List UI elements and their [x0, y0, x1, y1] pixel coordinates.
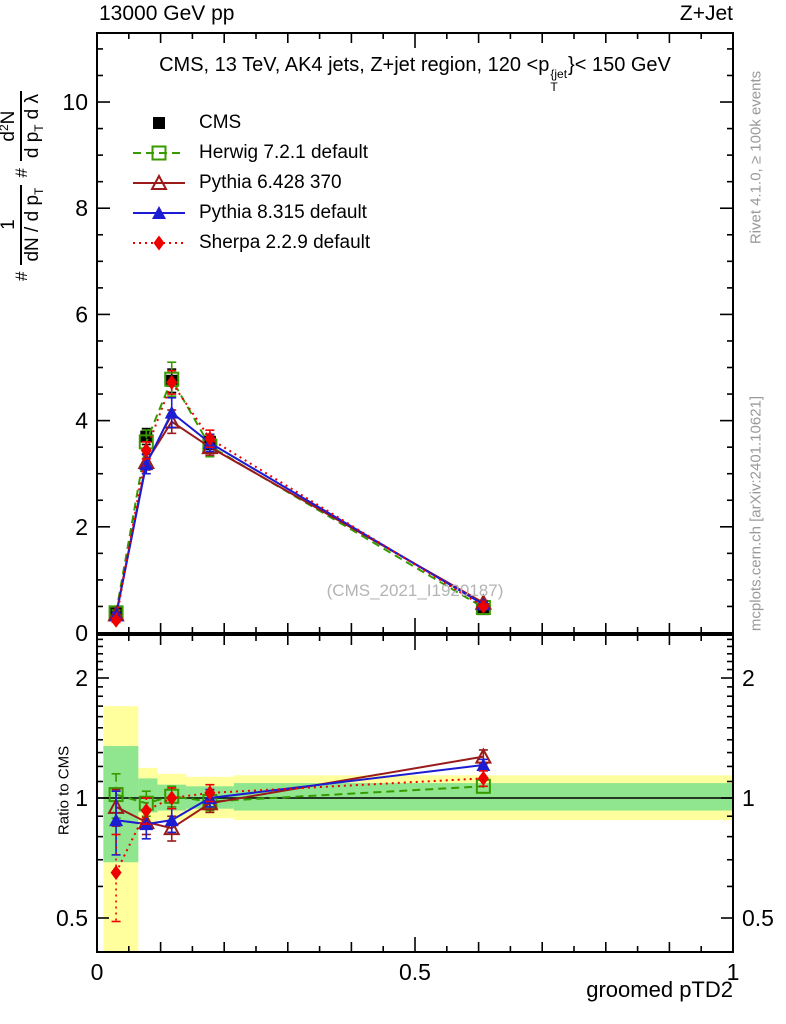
green-band-bin1: [103, 746, 139, 863]
ylabel-frac2-num: d2N: [0, 108, 20, 145]
tick-label: 0.5: [56, 905, 88, 931]
header-beam-energy: 13000 GeV pp: [99, 2, 235, 25]
legend: CMS Herwig 7.2.1 default Pythia 6.428 37…: [131, 108, 370, 258]
legend-item-sherpa: Sherpa 2.2.9 default: [131, 228, 370, 258]
legend-label-pythia6: Pythia 6.428 370: [199, 172, 342, 193]
legend-item-pythia6: Pythia 6.428 370: [131, 168, 370, 198]
ylabel-frac1-den: dN / d pT: [19, 184, 47, 265]
legend-marker-cms: [153, 117, 165, 129]
ylabel-frac1-num: 1: [0, 216, 20, 233]
ylabel-frac2-den: d pTd λ: [19, 91, 47, 162]
tick-label: 2: [75, 665, 88, 691]
tick-label: 0.5: [399, 959, 431, 985]
axis-ticks: [96, 33, 734, 952]
x-axis-label: groomed pTD2: [586, 977, 733, 1002]
tick-label: 6: [75, 301, 88, 327]
main-y-axis-label: # 1 dN / d pT # d2N d pTd λ: [0, 36, 47, 336]
tick-label: 4: [75, 408, 88, 434]
legend-label-pythia8: Pythia 8.315 default: [199, 202, 367, 223]
ylabel-frac2-num-sup: 2: [0, 124, 11, 131]
tick-label: 2: [742, 665, 755, 691]
tick-label: 0: [91, 959, 104, 985]
ylabel-frac2-num-b: N: [0, 111, 19, 125]
header-process: Z+Jet: [679, 2, 733, 25]
panel-title: CMS, 13 TeV, AK4 jets, Z+jet region, 120…: [97, 54, 733, 93]
tick-label: 10: [62, 89, 88, 115]
panel-title-sub: T: [550, 79, 558, 94]
ylabel-frac1-den-sub: T: [31, 187, 46, 195]
legend-label-cms: CMS: [199, 112, 242, 133]
panel-title-text2: }< 150 GeV: [568, 54, 671, 76]
legend-marker-herwig: [133, 145, 185, 161]
ylabel-frac1-den-text: dN / d p: [21, 194, 43, 262]
tick-label: 2: [75, 514, 88, 540]
ylabel-frac2-den-sub: T: [31, 124, 46, 132]
axis-tick-labels: 0 2 4 6 8 10 0.5 0.5 1 1 2 2 0 0.5 1: [56, 89, 774, 985]
ratio-series-pythia-8-315-default: [109, 757, 491, 856]
main-series-sherpa-2-2-9-default: [110, 369, 489, 628]
ylabel-frac2-num-a: d: [0, 131, 19, 142]
legend-marker-sherpa: [133, 235, 185, 251]
ylabel-hash-1: #: [12, 271, 31, 281]
legend-marker-pythia8: [133, 206, 185, 219]
ylabel-fraction-1: 1 dN / d pT: [0, 184, 47, 265]
ylabel-hash-2: #: [12, 168, 31, 178]
panel-title-sup: {jet: [550, 67, 568, 81]
panel-title-text: CMS, 13 TeV, AK4 jets, Z+jet region, 120…: [159, 54, 550, 76]
legend-item-pythia8: Pythia 8.315 default: [131, 198, 370, 228]
legend-marker-pythia6: [133, 173, 185, 190]
tick-label: 0: [75, 620, 88, 646]
tick-label: 1: [727, 959, 740, 985]
tick-label: 8: [75, 195, 88, 221]
tick-label: 1: [742, 785, 755, 811]
legend-label-sherpa: Sherpa 2.2.9 default: [199, 232, 371, 253]
ratio-y-axis-label: Ratio to CMS: [55, 745, 73, 836]
ratio-series-sherpa-2-2-9-default: [110, 770, 489, 923]
ylabel-frac2-den-a: d p: [21, 131, 43, 159]
legend-item-cms: CMS: [131, 108, 370, 138]
legend-item-herwig: Herwig 7.2.1 default: [131, 138, 370, 168]
ylabel-fraction-2: d2N d pTd λ: [0, 91, 47, 162]
mcplots-arxiv-note: mcplots.cern.ch [arXiv:2401.10621]: [747, 395, 765, 632]
ylabel-frac2-den-b: d λ: [21, 94, 43, 120]
legend-label-herwig: Herwig 7.2.1 default: [199, 142, 368, 163]
rivet-version-note: Rivet 4.1.0, ≥ 100k events: [747, 70, 765, 245]
tick-label: 0.5: [742, 905, 774, 931]
ratio-uncertainty-bands: [97, 706, 734, 952]
analysis-watermark: (CMS_2021_I1920187): [326, 581, 504, 600]
pt-jet-supsub: {jet T: [550, 68, 567, 93]
tick-label: 1: [75, 785, 88, 811]
